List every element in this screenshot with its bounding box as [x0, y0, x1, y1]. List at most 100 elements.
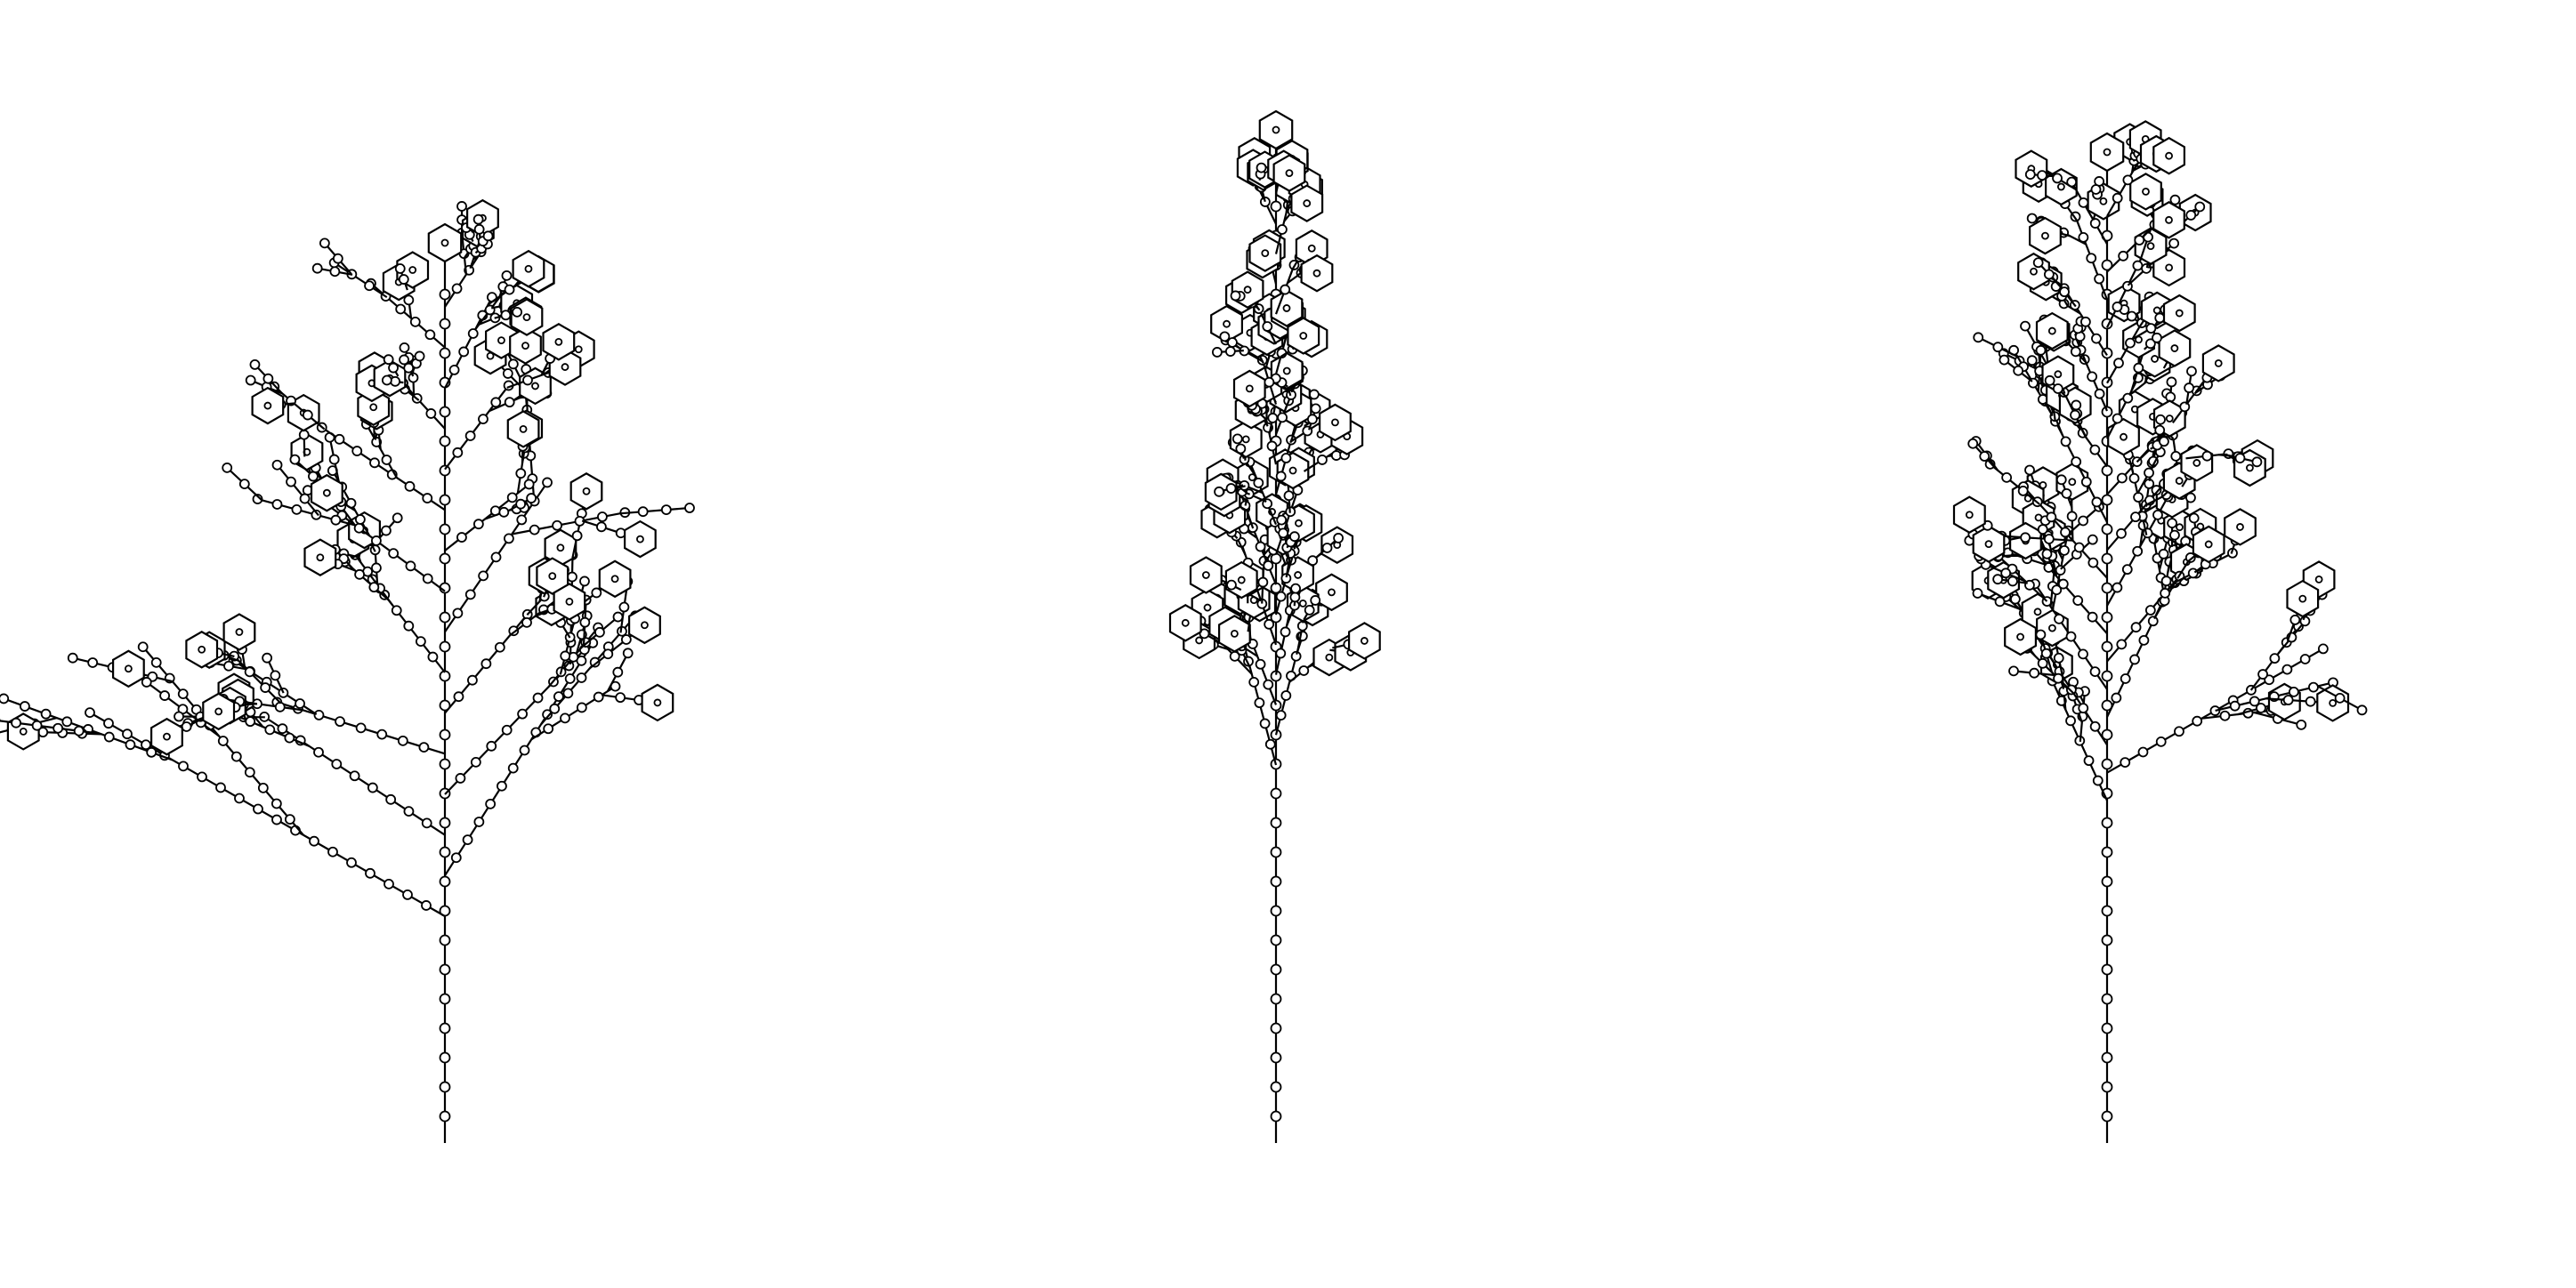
node-circle [450, 852, 462, 864]
node-circle [565, 597, 574, 606]
node-circle [567, 571, 577, 583]
node-circle [636, 535, 644, 543]
node-circle [2219, 710, 2231, 721]
node-circle [549, 703, 561, 714]
node-circle [2317, 643, 2329, 655]
node-circle [542, 477, 553, 488]
node-circle [610, 575, 619, 584]
branch-segment [334, 262, 388, 299]
node-circle [501, 270, 513, 281]
node-circle [2201, 450, 2213, 462]
node-circle [1973, 332, 1984, 343]
node-circle [2079, 316, 2091, 327]
node-circle [392, 512, 403, 524]
node-circle [2037, 657, 2048, 669]
node-circle [1270, 963, 1282, 976]
node-circle [284, 732, 295, 744]
node-circle [230, 751, 242, 762]
node-circle [2132, 545, 2144, 557]
node-circle [2020, 532, 2031, 543]
node-circle [637, 506, 649, 518]
node-circle [2068, 478, 2077, 487]
node-circle [2054, 613, 2064, 624]
node-circle [1263, 679, 1274, 690]
node-circle [2101, 582, 2113, 594]
node-circle [2152, 509, 2163, 520]
node-circle [439, 1110, 451, 1123]
node-circle [1277, 224, 1288, 235]
node-circle [517, 708, 529, 720]
node-circle [1264, 376, 1275, 388]
node-circle [521, 342, 529, 350]
node-circle [238, 479, 250, 490]
node-circle [394, 263, 406, 274]
node-circle [2111, 692, 2122, 704]
node-circle [1270, 1081, 1282, 1093]
node-circle [137, 641, 149, 653]
node-circle [448, 364, 460, 375]
node-circle [1219, 331, 1231, 342]
node-circle [2118, 250, 2129, 262]
node-circle [346, 857, 357, 868]
node-circle [501, 724, 513, 736]
node-circle [1231, 629, 1239, 638]
node-circle [1227, 337, 1238, 348]
node-circle [215, 782, 226, 793]
node-circle [439, 464, 451, 477]
node-circle [439, 640, 451, 653]
node-circle [1331, 418, 1339, 427]
node-circle [159, 690, 170, 701]
node-circle [87, 657, 99, 668]
node-circle [381, 455, 392, 465]
node-circle [2158, 548, 2169, 559]
node-circle [2144, 605, 2156, 616]
node-circle [141, 677, 152, 688]
node-circle [596, 521, 607, 533]
node-circle [384, 878, 394, 890]
node-circle [370, 535, 382, 546]
node-circle [594, 626, 605, 638]
node-circle [439, 1051, 451, 1064]
node-circle [2120, 673, 2131, 684]
node-circle [2094, 388, 2105, 399]
branch-segment [1989, 463, 2040, 505]
node-circle [2078, 703, 2089, 714]
node-circle [1254, 697, 1265, 709]
node-circle [223, 660, 234, 672]
node-circle [1317, 455, 1328, 465]
plant-right [1952, 120, 2368, 1143]
node-circle [235, 628, 244, 636]
node-circle [311, 262, 323, 274]
node-circle [163, 732, 171, 741]
node-circle [2175, 477, 2184, 485]
node-circle [122, 729, 133, 740]
node-circle [2060, 436, 2071, 447]
node-circle [1299, 332, 1308, 340]
node-circle [388, 548, 400, 559]
node-circle [2101, 905, 2113, 917]
node-circle [2037, 524, 2048, 535]
node-circle [1333, 533, 1345, 543]
node-circle [521, 616, 532, 628]
node-circle [1263, 560, 1274, 571]
branch-segment [444, 384, 510, 471]
node-circle [439, 523, 451, 535]
node-circle [1294, 571, 1303, 579]
node-circle [531, 382, 539, 390]
node-circle [174, 711, 184, 722]
node-circle [1275, 648, 1287, 659]
node-circle [1994, 596, 2006, 608]
node-circle [620, 634, 632, 645]
node-circle [11, 717, 21, 729]
node-circle [1266, 440, 1278, 452]
node-circle [439, 699, 451, 712]
node-circle [579, 616, 591, 628]
branch-segment [273, 385, 326, 431]
node-circle [2305, 696, 2316, 707]
node-circle [270, 670, 281, 681]
node-circle [1321, 543, 1333, 553]
node-circle [1259, 718, 1271, 729]
node-circle [422, 573, 433, 584]
node-circle [2043, 534, 2055, 544]
node-circle [214, 707, 223, 716]
